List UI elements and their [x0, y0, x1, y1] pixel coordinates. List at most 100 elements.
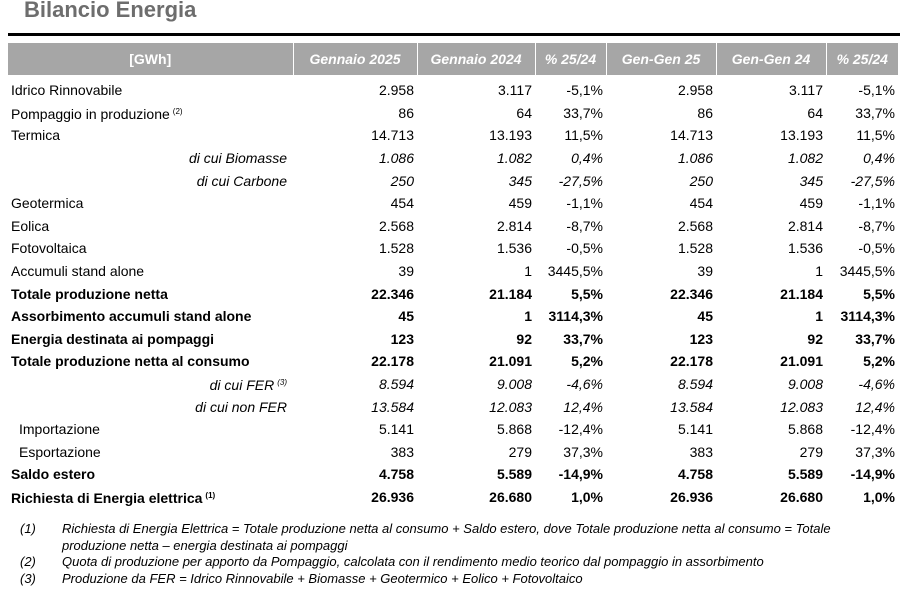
- value-ytd-change: 12,4%: [855, 398, 895, 415]
- value-month-2024: 279: [508, 443, 532, 460]
- value-ytd-change: 1,0%: [863, 488, 895, 505]
- value-month-change: 11,5%: [564, 127, 603, 144]
- value-month-2025: 22.178: [371, 353, 414, 370]
- value-month-change: 5,5%: [571, 285, 603, 302]
- row-label-text: Totale produzione netta: [11, 285, 168, 302]
- value-ytd-change: 37,3%: [855, 443, 895, 460]
- value-month-2024: 1: [524, 263, 532, 280]
- row-label: Assorbimento accumuli stand alone: [8, 305, 293, 328]
- value-month-change: 33,7%: [563, 104, 603, 121]
- row-label: Totale produzione netta: [8, 282, 293, 305]
- row-label-text: Energia destinata ai pompaggi: [11, 330, 215, 347]
- row-label: Eolica: [8, 215, 293, 238]
- table-row: di cui Carbone 250 345 -27,5% 250 345 -27,5%: [8, 169, 898, 192]
- row-label: di cui FER (3): [8, 373, 293, 396]
- value-month-2024: 13.193: [489, 127, 532, 144]
- row-label-text: di cui FER: [209, 377, 275, 394]
- value-ytd-2024: 2.814: [787, 217, 823, 234]
- value-ytd-2024: 5.868: [787, 421, 823, 438]
- value-month-2024: 92: [516, 330, 532, 347]
- table-row: di cui Biomasse 1.086 1.082 0,4% 1.086 1.082 0…: [8, 147, 898, 170]
- value-month-2025: 8.594: [378, 376, 414, 393]
- energy-balance-table: [GWh] Gennaio 2025 Gennaio 2024 % 25/24 …: [8, 43, 898, 508]
- value-month-2024: 12.083: [489, 398, 532, 415]
- table-row: Energia destinata ai pompaggi 123 92 33,7% 1…: [8, 328, 898, 351]
- value-ytd-2025: 5.141: [677, 421, 713, 438]
- value-ytd-change: -0,5%: [858, 240, 895, 257]
- footnote-text: Quota di produzione per apporto da Pompa…: [62, 554, 764, 569]
- header-ytd-2024: Gen-Gen 24: [716, 43, 827, 75]
- value-month-2025: 2.958: [378, 82, 414, 99]
- value-ytd-2025: 123: [689, 330, 713, 347]
- value-ytd-2024: 1.536: [787, 240, 823, 257]
- footnote-text: Richiesta di Energia Elettrica = Totale …: [62, 521, 831, 553]
- value-ytd-2025: 22.346: [670, 285, 713, 302]
- table-row: Importazione 5.141 5.868 -12,4% 5.141 5.868 -1…: [8, 418, 898, 441]
- value-ytd-2024: 9.008: [787, 376, 823, 393]
- value-month-change: -8,7%: [566, 217, 603, 234]
- value-month-2024: 26.680: [489, 488, 532, 505]
- value-ytd-2025: 8.594: [677, 376, 713, 393]
- value-month-2025: 39: [398, 263, 414, 280]
- value-ytd-change: 11,5%: [856, 127, 895, 144]
- row-label-text: Assorbimento accumuli stand alone: [11, 308, 252, 325]
- value-month-2025: 4.758: [378, 466, 414, 483]
- table-row: Richiesta di Energia elettrica (1) 26.936 2…: [8, 486, 898, 509]
- row-label: di cui Biomasse: [8, 147, 293, 170]
- value-ytd-change: 33,7%: [855, 330, 895, 347]
- value-ytd-2024: 92: [807, 330, 823, 347]
- value-month-change: -14,9%: [558, 466, 603, 483]
- value-month-change: 37,3%: [563, 443, 603, 460]
- value-ytd-2024: 279: [799, 443, 823, 460]
- row-label-text: Importazione: [19, 421, 100, 438]
- value-month-change: -0,5%: [566, 240, 603, 257]
- value-month-2025: 250: [390, 172, 414, 189]
- value-ytd-2024: 21.184: [780, 285, 823, 302]
- row-label: Totale produzione netta al consumo: [8, 350, 293, 373]
- value-ytd-change: 3445,5%: [839, 263, 895, 280]
- value-ytd-change: -4,6%: [858, 376, 895, 393]
- row-label-text: Accumuli stand alone: [11, 263, 145, 280]
- table-row: Fotovoltaica 1.528 1.536 -0,5% 1.528 1.536 -0,…: [8, 237, 898, 260]
- value-ytd-2025: 2.958: [677, 82, 713, 99]
- value-month-change: 33,7%: [563, 330, 603, 347]
- table-row: Esportazione 383 279 37,3% 383 279 37,3%: [8, 441, 898, 464]
- value-ytd-change: -27,5%: [850, 172, 895, 189]
- value-month-2025: 5.141: [378, 421, 414, 438]
- value-month-2025: 45: [398, 308, 414, 325]
- table-row: Assorbimento accumuli stand alone 45 1 3114…: [8, 305, 898, 328]
- table-row: di cui FER (3) 8.594 9.008 -4,6% 8.594 9.008 -4…: [8, 373, 898, 396]
- row-label: Termica: [8, 124, 293, 147]
- row-label-text: Richiesta di Energia elettrica: [11, 489, 203, 506]
- value-ytd-2025: 26.936: [670, 488, 713, 505]
- title-divider: [8, 33, 900, 36]
- footnote-mark: (3): [20, 570, 36, 586]
- row-label: Fotovoltaica: [8, 237, 293, 260]
- value-month-2025: 13.584: [371, 398, 414, 415]
- value-month-2025: 1.528: [378, 240, 414, 257]
- value-month-2025: 22.346: [371, 285, 414, 302]
- table-row: Eolica 2.568 2.814 -8,7% 2.568 2.814 -8,7%: [8, 215, 898, 238]
- row-label-text: Pompaggio in produzione: [11, 105, 170, 122]
- value-ytd-2025: 2.568: [677, 217, 713, 234]
- value-month-2024: 21.184: [489, 285, 532, 302]
- row-label: di cui Carbone: [8, 169, 293, 192]
- value-month-2025: 123: [390, 330, 414, 347]
- value-month-2025: 1.086: [378, 150, 414, 167]
- row-label-text: Eolica: [11, 217, 50, 234]
- value-ytd-2025: 1.528: [677, 240, 713, 257]
- value-ytd-2024: 26.680: [780, 488, 823, 505]
- value-month-2025: 26.936: [371, 488, 414, 505]
- value-month-change: -27,5%: [558, 172, 603, 189]
- value-ytd-change: -1,1%: [858, 195, 895, 212]
- row-label: Richiesta di Energia elettrica (1): [8, 486, 293, 509]
- value-month-change: -1,1%: [566, 195, 603, 212]
- value-month-2024: 5.589: [496, 466, 532, 483]
- table-row: Geotermica 454 459 -1,1% 454 459 -1,1%: [8, 192, 898, 215]
- table-row: Saldo estero 4.758 5.589 -14,9% 4.758 5.589 -1…: [8, 463, 898, 486]
- value-month-2024: 1.082: [496, 150, 532, 167]
- value-month-2025: 454: [390, 195, 414, 212]
- value-ytd-change: 33,7%: [855, 104, 895, 121]
- value-ytd-change: 5,5%: [863, 285, 895, 302]
- row-label: di cui non FER: [8, 395, 293, 418]
